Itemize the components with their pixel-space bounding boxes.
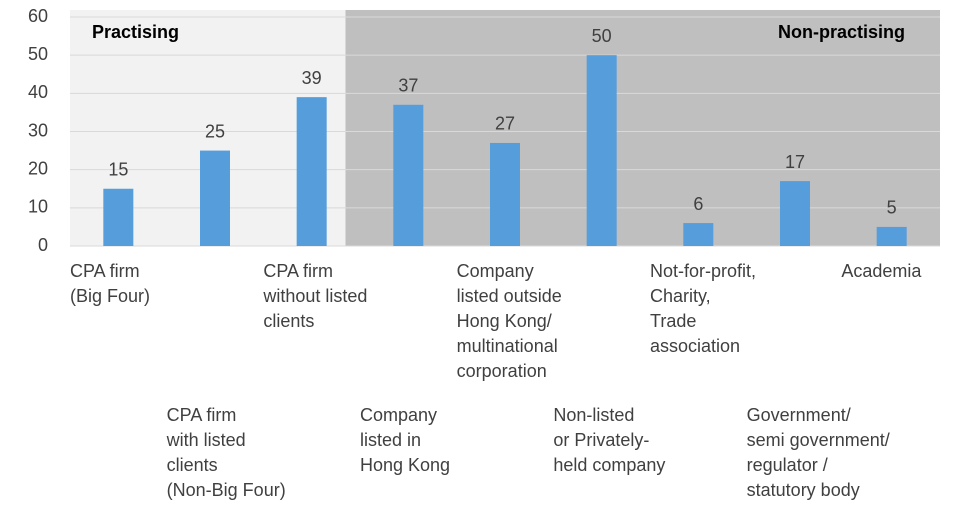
x-tick-label: Government/semi government/regulator / st… — [747, 405, 890, 500]
y-tick-label: 10 — [28, 197, 48, 217]
bar — [683, 223, 714, 246]
value-label: 50 — [592, 26, 612, 46]
x-tick-label: Company listed in Hong Kong — [360, 405, 450, 475]
bar — [780, 181, 810, 246]
value-label: 37 — [398, 76, 418, 96]
y-tick-label: 50 — [28, 44, 48, 64]
value-label: 25 — [205, 121, 225, 141]
x-tick-label: CPA firm without listed clients — [262, 261, 367, 331]
x-tick-label: CPA firm with listed clients (Non-Big Four) — [166, 405, 286, 500]
bar — [296, 97, 327, 247]
bar — [393, 104, 424, 247]
value-label: 5 — [887, 198, 897, 218]
x-tick-label: CPA firm (Big Four) — [70, 261, 150, 306]
y-tick-label: 0 — [38, 235, 48, 255]
bar — [586, 55, 617, 246]
bar — [200, 150, 230, 246]
x-tick-label: Academia — [841, 261, 922, 281]
region-background — [345, 10, 940, 246]
y-tick-label: 20 — [28, 158, 48, 178]
x-tick-label: Non-listed or Privately-held company — [553, 405, 665, 475]
value-label: 39 — [302, 68, 322, 88]
y-tick-label: 60 — [28, 6, 48, 26]
value-label: 17 — [785, 152, 805, 172]
y-tick-label: 40 — [28, 82, 48, 102]
x-tick-label: Not-for-profit, Charity, Trade association — [650, 261, 756, 356]
bar — [103, 188, 134, 246]
bar — [876, 226, 907, 246]
x-tick-label: Company listed outside Hong Kong/multinati… — [457, 261, 562, 381]
value-label: 15 — [108, 160, 128, 180]
bar — [490, 142, 520, 246]
region-label: Non-practising — [778, 22, 905, 42]
y-tick-label: 30 — [28, 120, 48, 140]
region-label: Practising — [92, 22, 179, 42]
value-label: 27 — [495, 114, 515, 134]
value-label: 6 — [693, 194, 703, 214]
